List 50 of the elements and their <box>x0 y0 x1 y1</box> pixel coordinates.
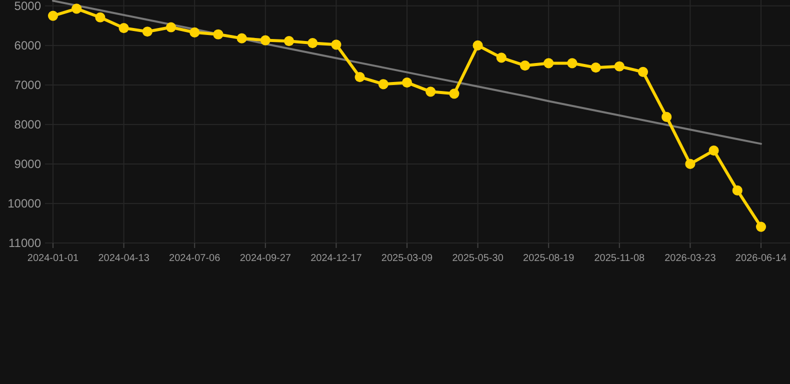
point <box>95 12 106 22</box>
x-tick-label: 2024-07-06 <box>169 253 221 264</box>
point <box>308 38 318 48</box>
point <box>426 86 436 97</box>
point <box>378 79 388 90</box>
y-tick-label: 7000 <box>14 78 42 92</box>
y-tick-label: 11000 <box>8 236 42 250</box>
y-tick-label: 8000 <box>14 117 42 132</box>
point <box>166 22 176 32</box>
y-tick-label: 6000 <box>14 38 42 52</box>
point <box>520 60 530 71</box>
point <box>48 10 58 21</box>
y-tick-label: 10000 <box>8 196 42 210</box>
point <box>354 72 365 82</box>
point <box>614 61 624 72</box>
point <box>142 26 152 37</box>
point <box>496 52 506 63</box>
point <box>756 222 766 232</box>
point <box>590 62 601 73</box>
point <box>118 23 129 34</box>
point <box>213 29 224 40</box>
point <box>662 112 672 122</box>
point <box>544 58 554 68</box>
x-tick-label: 2026-06-14 <box>735 253 788 264</box>
point <box>284 36 294 46</box>
point <box>72 4 82 14</box>
x-tick-label: 2024-01-01 <box>27 253 80 264</box>
point <box>567 58 578 68</box>
point <box>638 66 648 77</box>
point <box>331 40 342 50</box>
x-tick-label: 2024-04-13 <box>98 253 150 264</box>
y-tick-label: 5000 <box>14 0 42 13</box>
point <box>236 33 247 44</box>
line-series <box>52 0 762 145</box>
x-tick-label: 2024-12-17 <box>310 253 362 264</box>
point <box>190 27 200 38</box>
point <box>402 78 412 88</box>
x-tick-label: 2025-11-08 <box>594 253 646 264</box>
point <box>472 40 483 50</box>
x-tick-label: 2025-03-09 <box>381 253 434 264</box>
x-tick-label: 2026-03-23 <box>664 253 716 264</box>
x-tick-label: 2025-05-30 <box>452 253 504 264</box>
y-tick-label: 9000 <box>14 156 42 171</box>
point <box>732 185 742 196</box>
x-tick-label: 2025-08-19 <box>523 253 575 264</box>
point <box>449 88 460 99</box>
x-tick-label: 2024-09-27 <box>240 253 292 264</box>
point <box>260 35 270 46</box>
point <box>708 146 719 156</box>
point <box>685 158 696 170</box>
